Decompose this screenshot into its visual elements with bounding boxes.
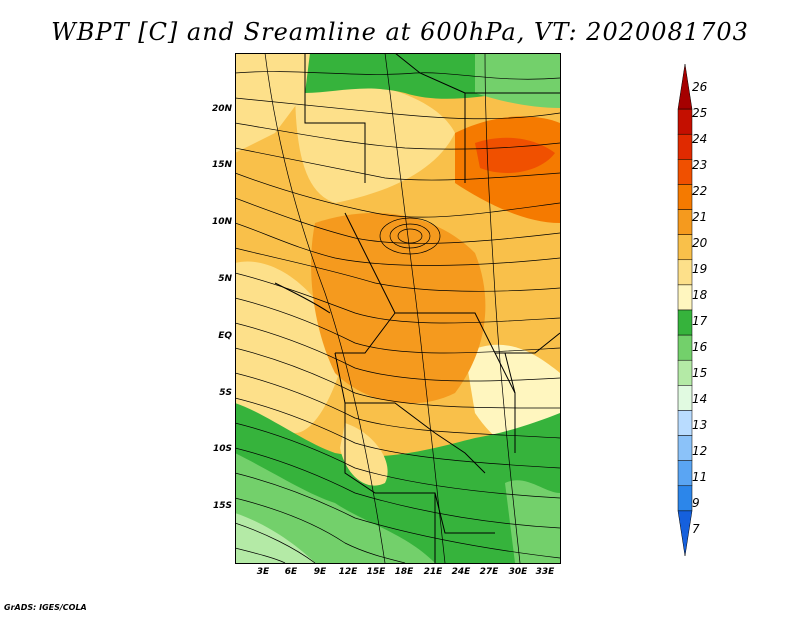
colorbar-segment xyxy=(677,234,693,261)
colorbar-segment xyxy=(677,410,693,436)
colorbar-segment xyxy=(677,284,693,311)
lon-tick-label: 24E xyxy=(451,567,471,577)
field-region-se-green xyxy=(505,480,560,563)
field-region-angola xyxy=(340,423,388,486)
colorbar-segment xyxy=(677,334,693,361)
field-region-north-green xyxy=(305,53,505,99)
streamlines xyxy=(235,53,560,563)
lat-tick-label: 5N xyxy=(218,274,232,284)
colorbar-label: 12 xyxy=(692,444,708,458)
lon-tick-label: 15E xyxy=(366,567,386,577)
lat-tick-label: EQ xyxy=(218,331,232,341)
colorbar-segment xyxy=(677,159,693,185)
colorbar-segment xyxy=(677,63,693,110)
colorbar-label: 9 xyxy=(692,496,700,510)
field-region-nw xyxy=(235,53,315,153)
colorbar-segment xyxy=(677,510,693,557)
field-region-hotspot xyxy=(475,137,555,173)
lon-tick-label: 30E xyxy=(508,567,528,577)
lon-tick-label: 6E xyxy=(284,567,298,577)
colorbar-segment xyxy=(677,435,693,461)
lon-tick-label: 12E xyxy=(338,567,358,577)
colorbar-label: 26 xyxy=(692,80,708,94)
colorbar-label: 11 xyxy=(692,470,708,484)
field-region-congo xyxy=(311,213,486,404)
colorbar-label: 19 xyxy=(692,262,708,276)
field-region-ne-green xyxy=(475,53,560,108)
colorbar-label: 18 xyxy=(692,288,708,302)
colorbar-label: 17 xyxy=(692,314,708,328)
colorbar-segment xyxy=(677,259,693,286)
lat-tick-label: 10S xyxy=(212,444,232,454)
colorbar-segment xyxy=(677,133,693,160)
credit-text: GrADS: IGES/COLA xyxy=(4,603,87,612)
lon-tick-label: 3E xyxy=(256,567,270,577)
colorbar-segment xyxy=(677,184,693,210)
colorbar-label: 7 xyxy=(692,522,700,536)
colorbar-segment xyxy=(677,460,693,487)
colorbar-segment xyxy=(677,309,693,336)
lon-tick-label: 33E xyxy=(535,567,555,577)
colorbar-segment xyxy=(677,385,693,411)
field-region-sahel xyxy=(295,80,455,203)
lat-tick-label: 5S xyxy=(219,388,232,398)
colorbar-label: 23 xyxy=(692,158,708,172)
map-title: WBPT [C] and Sreamline at 600hPa, VT: 20… xyxy=(51,18,749,46)
lon-tick-label: 18E xyxy=(394,567,414,577)
colorbar-label: 21 xyxy=(692,210,708,224)
lat-tick-label: 20N xyxy=(211,104,232,114)
lon-tick-label: 27E xyxy=(479,567,499,577)
colorbar-segment xyxy=(677,359,693,386)
colorbar-label: 14 xyxy=(692,392,708,406)
colorbar-label: 22 xyxy=(692,184,708,198)
country-borders xyxy=(274,53,560,563)
lon-tick-label: 21E xyxy=(423,567,443,577)
colorbar-label: 16 xyxy=(692,340,708,354)
colorbar-segment xyxy=(677,485,693,512)
colorbar-segment xyxy=(677,209,693,235)
colorbar xyxy=(677,63,693,557)
colorbar-segment xyxy=(677,108,693,135)
colorbar-label: 13 xyxy=(692,418,708,432)
colorbar-label: 25 xyxy=(692,106,708,120)
wbpt-field xyxy=(235,53,560,563)
field-region-sw-pale xyxy=(235,513,315,563)
lat-tick-label: 15N xyxy=(211,160,232,170)
colorbar-label: 20 xyxy=(692,236,708,250)
lon-tick-label: 9E xyxy=(313,567,327,577)
lat-tick-label: 10N xyxy=(211,217,232,227)
map-panel xyxy=(235,53,561,564)
map-border xyxy=(235,53,561,564)
colorbar-label: 24 xyxy=(692,132,708,146)
field-region-sw-green xyxy=(235,453,435,563)
lat-tick-label: 15S xyxy=(212,501,232,511)
colorbar-label: 15 xyxy=(692,366,708,380)
